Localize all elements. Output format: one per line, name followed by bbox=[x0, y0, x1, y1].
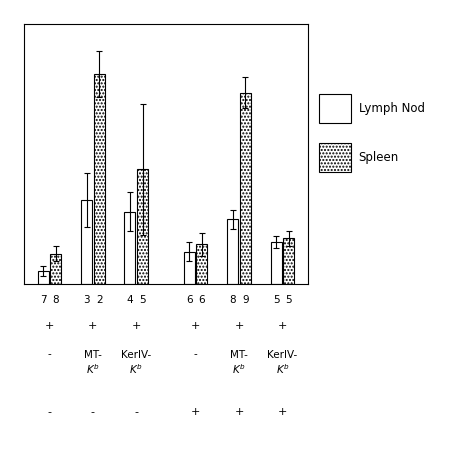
Bar bbox=[283, 238, 294, 284]
Text: 7: 7 bbox=[40, 295, 46, 305]
Text: 4: 4 bbox=[127, 295, 133, 305]
Text: +: + bbox=[88, 321, 98, 331]
Text: 9: 9 bbox=[242, 295, 248, 305]
Bar bbox=[94, 73, 105, 284]
Bar bbox=[50, 254, 61, 284]
Bar bbox=[37, 271, 49, 284]
Text: +: + bbox=[234, 321, 244, 331]
Text: Spleen: Spleen bbox=[359, 151, 399, 164]
Text: +: + bbox=[191, 407, 200, 417]
Text: +: + bbox=[278, 321, 287, 331]
Text: +: + bbox=[132, 321, 141, 331]
Text: 5: 5 bbox=[139, 295, 146, 305]
Text: 6: 6 bbox=[186, 295, 192, 305]
Text: MT-
$K^b$: MT- $K^b$ bbox=[230, 350, 248, 376]
Text: 2: 2 bbox=[96, 295, 102, 305]
Bar bbox=[196, 244, 207, 284]
Bar bbox=[240, 93, 251, 284]
Bar bbox=[81, 200, 92, 284]
Text: 8: 8 bbox=[53, 295, 59, 305]
Text: 3: 3 bbox=[83, 295, 90, 305]
Text: -: - bbox=[47, 407, 51, 417]
FancyBboxPatch shape bbox=[319, 93, 351, 123]
Bar bbox=[184, 252, 195, 284]
Text: KerIV-
$K^b$: KerIV- $K^b$ bbox=[267, 350, 298, 376]
Bar bbox=[124, 211, 136, 284]
Bar bbox=[137, 169, 148, 284]
Text: 5: 5 bbox=[273, 295, 279, 305]
Text: -: - bbox=[134, 407, 138, 417]
Text: -: - bbox=[91, 407, 95, 417]
Text: Lymph Nod: Lymph Nod bbox=[359, 101, 425, 115]
Text: +: + bbox=[278, 407, 287, 417]
Bar bbox=[271, 242, 282, 284]
Text: 5: 5 bbox=[285, 295, 292, 305]
Text: KerIV-
$K^b$: KerIV- $K^b$ bbox=[121, 350, 151, 376]
Text: +: + bbox=[234, 407, 244, 417]
Text: -: - bbox=[194, 350, 197, 360]
Text: MT-
$K^b$: MT- $K^b$ bbox=[84, 350, 102, 376]
Text: 8: 8 bbox=[229, 295, 236, 305]
Text: -: - bbox=[47, 350, 51, 360]
Text: +: + bbox=[45, 321, 54, 331]
FancyBboxPatch shape bbox=[319, 143, 351, 172]
Text: +: + bbox=[191, 321, 200, 331]
Text: 6: 6 bbox=[199, 295, 205, 305]
Bar bbox=[227, 219, 238, 284]
